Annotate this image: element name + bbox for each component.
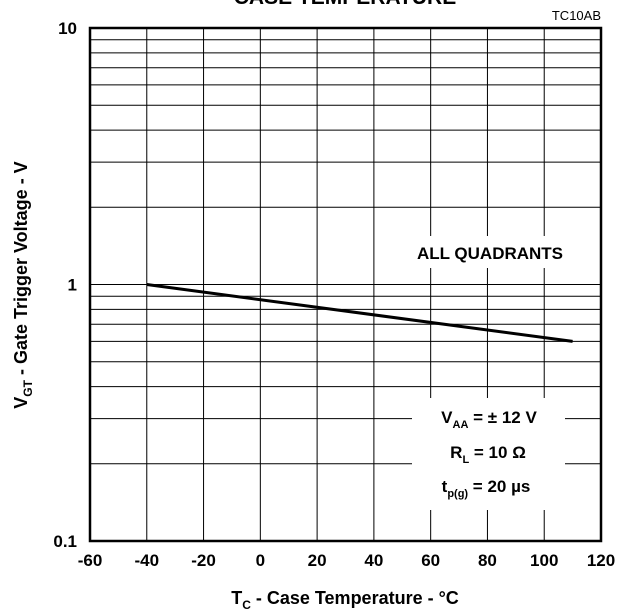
x-tick-label-7: 80 <box>478 551 497 570</box>
x-tick-labels: -60 -40 -20 0 20 40 60 80 100 120 <box>78 551 615 570</box>
x-axis-label: TC - Case Temperature - °C <box>231 588 459 612</box>
plot-frame <box>88 26 603 543</box>
x-tick-label-9: 120 <box>587 551 615 570</box>
y-tick-label-1: 1 <box>68 276 77 295</box>
chart-title: CASE TEMPERATURE <box>234 0 456 9</box>
condition-tpg: tp(g) = 20 µs <box>442 477 531 500</box>
conditions-box-background <box>412 398 565 510</box>
x-tick-label-8: 100 <box>530 551 558 570</box>
x-tick-label-0: -60 <box>78 551 103 570</box>
x-tick-label-4: 20 <box>308 551 327 570</box>
y-tick-labels: 0.1 1 10 <box>53 19 77 551</box>
x-tick-label-5: 40 <box>364 551 383 570</box>
x-tick-label-2: -20 <box>191 551 216 570</box>
annotation-background <box>396 236 588 268</box>
x-tick-label-6: 60 <box>421 551 440 570</box>
grid <box>89 27 602 542</box>
condition-rl: RL = 10 Ω <box>450 443 526 466</box>
y-tick-label-0: 0.1 <box>53 532 77 551</box>
x-tick-label-1: -40 <box>134 551 159 570</box>
figure-code: TC10AB <box>552 8 601 23</box>
series-group <box>146 283 573 343</box>
condition-vaa: VAA = ± 12 V <box>441 408 537 431</box>
series-line-0 <box>146 283 573 343</box>
annotation-label: ALL QUADRANTS <box>417 244 563 263</box>
x-tick-label-3: 0 <box>256 551 265 570</box>
y-tick-label-2: 10 <box>58 19 77 38</box>
y-axis-label: VGT - Gate Trigger Voltage - V <box>11 161 35 408</box>
